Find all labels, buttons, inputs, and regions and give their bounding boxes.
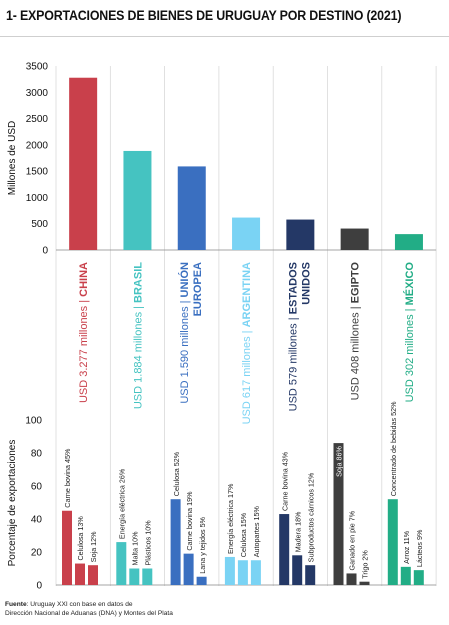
bottom-bar-label: Ganado en pie 7% [348, 510, 357, 570]
bottom-bar [250, 560, 261, 585]
bottom-bar-label: Concentrado de bebidas 52% [389, 401, 398, 496]
bottom-bar [170, 499, 181, 585]
bottom-bar [224, 556, 235, 585]
bottom-bar [88, 565, 98, 585]
destination-label-6: USD 302 millones | MÉXICO [403, 262, 416, 403]
top-y-axis-label: Millones de USD [7, 121, 18, 195]
top-y-tick-label: 0 [42, 246, 48, 257]
top-y-tick-label: 1000 [26, 193, 49, 204]
bottom-y-tick-label: 40 [31, 515, 43, 526]
bottom-bar [413, 570, 424, 585]
title-divider [0, 36, 449, 37]
destination-label-1: USD 1.884 millones | BRASIL [132, 262, 144, 409]
bottom-y-tick-label: 60 [31, 482, 43, 493]
destination-label-5: USD 408 millones | EGIPTO [350, 262, 362, 401]
bottom-bar-label: Energía eléctrica 17% [226, 483, 235, 554]
bottom-bar [62, 510, 72, 585]
bottom-bar-label: Autopartes 15% [252, 505, 261, 557]
bottom-bar [359, 581, 370, 585]
top-bar-brasil [123, 150, 152, 250]
top-bar-méxico [394, 234, 423, 250]
top-y-tick-label: 2500 [26, 114, 49, 125]
bottom-bar [279, 514, 290, 585]
bottom-bar [129, 568, 140, 585]
bottom-bar [400, 566, 411, 585]
bottom-bar-label: Energía eléctrica 26% [118, 468, 127, 539]
bottom-bar-label: Celulosa 15% [239, 512, 248, 557]
bottom-bar [237, 560, 248, 585]
bottom-bar [116, 542, 127, 585]
bottom-y-tick-label: 20 [31, 548, 43, 559]
top-bar-china [69, 77, 98, 251]
bottom-bar [75, 563, 85, 585]
page-title: 1- EXPORTACIONES DE BIENES DE URUGUAY PO… [6, 8, 402, 23]
top-bar-argentina [232, 217, 261, 250]
bottom-bar-label: Subproductos cárnicos 12% [306, 472, 315, 562]
bottom-bar-label: Soja 86% [335, 446, 344, 477]
destination-label-3: USD 617 millones | ARGENTINA [241, 262, 253, 424]
bottom-bar [305, 565, 316, 585]
source-line1: : Uruguay XXI con base en datos de [26, 601, 133, 608]
bottom-bar-label: Lácteos 9% [415, 529, 424, 567]
bottom-bar-label: Celulosa 13% [76, 516, 85, 561]
bottom-bar-label: Trigo 2% [361, 550, 370, 579]
top-bar-unión-europea [177, 166, 206, 250]
bottom-y-tick-label: 100 [25, 416, 42, 427]
top-y-tick-label: 2000 [26, 140, 49, 151]
bottom-bar-label: Celulosa 52% [172, 451, 181, 496]
bottom-y-tick-label: 80 [31, 449, 43, 460]
source-note: Fuente: Uruguay XXI con base en datos de… [5, 600, 173, 618]
bottom-bar [292, 555, 303, 585]
top-bar-egipto [340, 228, 369, 250]
bottom-bar-label: Malta 10% [131, 531, 140, 566]
bottom-bar-label: Lana y tejidos 5% [198, 516, 207, 573]
bottom-bar [142, 568, 153, 585]
bottom-bar [183, 553, 194, 585]
destination-label-2-line2: EUROPEA [192, 262, 204, 316]
bottom-bar-label: Plásticos 10% [144, 520, 153, 566]
destination-label-2: USD 1.590 millones | UNIÓN [178, 262, 191, 404]
top-y-tick-label: 1500 [26, 167, 49, 178]
source-line2: Dirección Nacional de Aduanas (DNA) y Mo… [5, 610, 173, 617]
top-y-tick-label: 3500 [26, 62, 49, 73]
bottom-bar [387, 499, 398, 585]
bottom-bar [333, 443, 344, 585]
bottom-bar-label: Arroz 11% [402, 530, 411, 564]
bottom-bar-label: Carne bovina 43% [280, 451, 289, 511]
top-y-tick-label: 3000 [26, 88, 49, 99]
top-bar-estados-unidos [286, 219, 315, 250]
bottom-bar [196, 576, 207, 585]
bottom-bar [346, 573, 357, 585]
source-label: Fuente [5, 601, 27, 608]
bottom-y-axis-label: Porcentaje de exportaciones [7, 440, 18, 567]
top-y-tick-label: 500 [31, 219, 48, 230]
bottom-bar-label: Carne bovina 45% [63, 448, 72, 508]
destination-label-4-line2: UNIDOS [300, 262, 312, 305]
bottom-bar-label: Soja 12% [89, 531, 98, 562]
bottom-bar-label: Carne bovina 19% [185, 491, 194, 551]
bottom-bar-label: Madera 18% [293, 511, 302, 552]
destination-label-0: USD 3.277 millones | CHINA [78, 262, 90, 403]
bottom-y-tick-label: 0 [36, 581, 42, 592]
destination-label-4: USD 579 millones | ESTADOS [287, 262, 299, 411]
